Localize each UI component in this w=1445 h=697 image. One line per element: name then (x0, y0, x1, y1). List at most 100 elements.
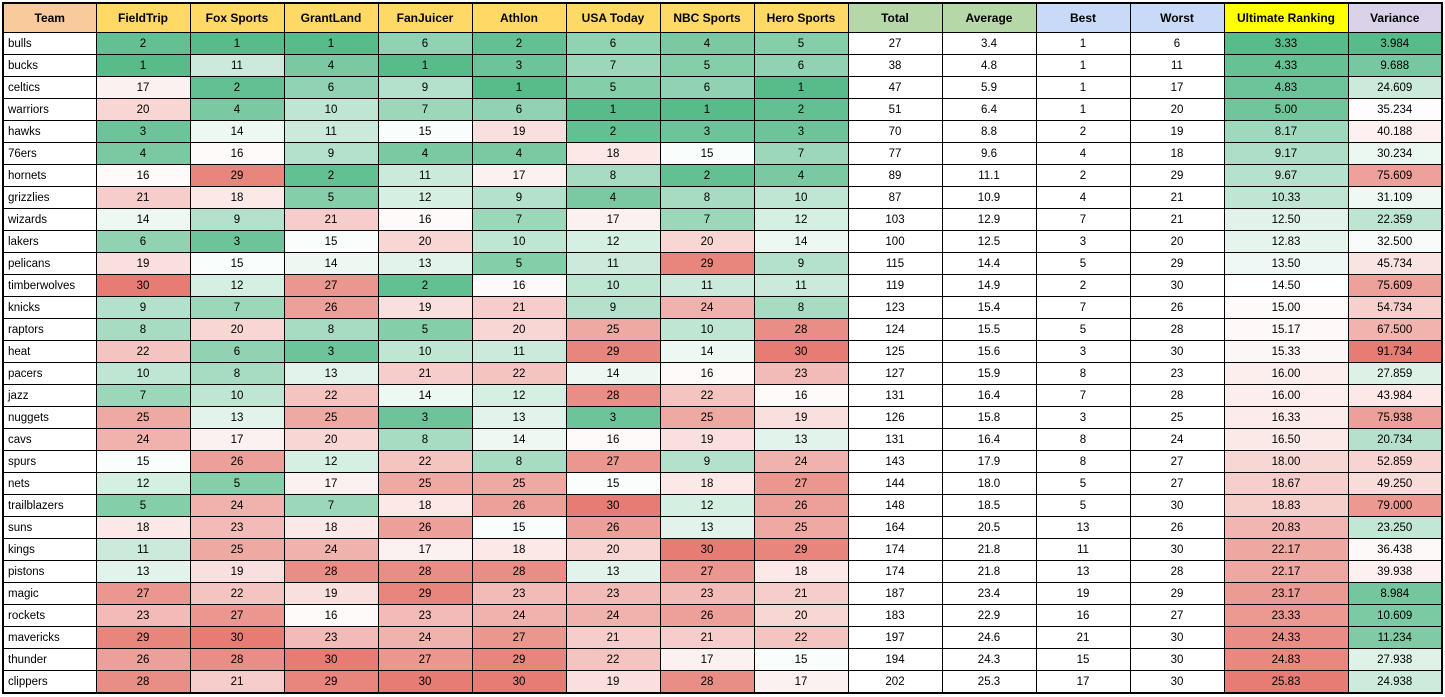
cell-average[interactable]: 4.8 (941, 54, 1037, 77)
cell-usa_today[interactable]: 4 (565, 186, 661, 209)
cell-ultimate_ranking[interactable]: 20.83 (1223, 516, 1349, 539)
cell-fanjuicer[interactable]: 7 (377, 98, 473, 121)
cell-variance[interactable]: 75.609 (1347, 274, 1443, 297)
cell-athlon[interactable]: 22 (471, 362, 567, 385)
cell-ultimate_ranking[interactable]: 15.17 (1223, 318, 1349, 341)
cell-athlon[interactable]: 14 (471, 428, 567, 451)
cell-total[interactable]: 127 (847, 362, 943, 385)
cell-fox_sports[interactable]: 2 (189, 76, 285, 99)
cell-ultimate_ranking[interactable]: 15.00 (1223, 296, 1349, 319)
cell-fieldtrip[interactable]: 17 (95, 76, 191, 99)
cell-fanjuicer[interactable]: 28 (377, 560, 473, 583)
cell-hero_sports[interactable]: 2 (753, 98, 849, 121)
cell-total[interactable]: 123 (847, 296, 943, 319)
cell-nbc_sports[interactable]: 16 (659, 362, 755, 385)
cell-nbc_sports[interactable]: 25 (659, 406, 755, 429)
cell-variance[interactable]: 52.859 (1347, 450, 1443, 473)
cell-average[interactable]: 25.3 (941, 670, 1037, 694)
cell-athlon[interactable]: 15 (471, 516, 567, 539)
column-header-worst[interactable]: Worst (1129, 2, 1225, 33)
cell-total[interactable]: 194 (847, 648, 943, 671)
cell-best[interactable]: 16 (1035, 604, 1131, 627)
cell-ultimate_ranking[interactable]: 14.50 (1223, 274, 1349, 297)
cell-fox_sports[interactable]: 9 (189, 208, 285, 231)
cell-hero_sports[interactable]: 5 (753, 32, 849, 55)
cell-ultimate_ranking[interactable]: 15.33 (1223, 340, 1349, 363)
cell-fox_sports[interactable]: 8 (189, 362, 285, 385)
cell-fox_sports[interactable]: 29 (189, 164, 285, 187)
cell-variance[interactable]: 36.438 (1347, 538, 1443, 561)
cell-nbc_sports[interactable]: 10 (659, 318, 755, 341)
cell-grantland[interactable]: 28 (283, 560, 379, 583)
cell-worst[interactable]: 27 (1129, 472, 1225, 495)
cell-average[interactable]: 8.8 (941, 120, 1037, 143)
cell-grantland[interactable]: 14 (283, 252, 379, 275)
team-cell[interactable]: nets (2, 472, 97, 495)
team-cell[interactable]: timberwolves (2, 274, 97, 297)
cell-athlon[interactable]: 16 (471, 274, 567, 297)
cell-fox_sports[interactable]: 14 (189, 120, 285, 143)
cell-fanjuicer[interactable]: 10 (377, 340, 473, 363)
cell-average[interactable]: 15.4 (941, 296, 1037, 319)
cell-best[interactable]: 1 (1035, 54, 1131, 77)
cell-fanjuicer[interactable]: 24 (377, 626, 473, 649)
cell-grantland[interactable]: 12 (283, 450, 379, 473)
cell-fanjuicer[interactable]: 8 (377, 428, 473, 451)
cell-ultimate_ranking[interactable]: 23.17 (1223, 582, 1349, 605)
cell-athlon[interactable]: 27 (471, 626, 567, 649)
cell-usa_today[interactable]: 1 (565, 98, 661, 121)
cell-variance[interactable]: 27.938 (1347, 648, 1443, 671)
cell-ultimate_ranking[interactable]: 5.00 (1223, 98, 1349, 121)
cell-variance[interactable]: 79.000 (1347, 494, 1443, 517)
cell-grantland[interactable]: 25 (283, 406, 379, 429)
cell-best[interactable]: 17 (1035, 670, 1131, 694)
cell-worst[interactable]: 26 (1129, 516, 1225, 539)
cell-fanjuicer[interactable]: 4 (377, 142, 473, 165)
cell-athlon[interactable]: 29 (471, 648, 567, 671)
cell-fox_sports[interactable]: 3 (189, 230, 285, 253)
cell-fieldtrip[interactable]: 28 (95, 670, 191, 694)
column-header-fieldtrip[interactable]: FieldTrip (95, 2, 191, 33)
column-header-nbc_sports[interactable]: NBC Sports (659, 2, 755, 33)
cell-hero_sports[interactable]: 29 (753, 538, 849, 561)
cell-usa_today[interactable]: 30 (565, 494, 661, 517)
cell-nbc_sports[interactable]: 14 (659, 340, 755, 363)
cell-ultimate_ranking[interactable]: 12.83 (1223, 230, 1349, 253)
cell-athlon[interactable]: 12 (471, 384, 567, 407)
cell-total[interactable]: 115 (847, 252, 943, 275)
team-cell[interactable]: grizzlies (2, 186, 97, 209)
cell-fanjuicer[interactable]: 17 (377, 538, 473, 561)
cell-ultimate_ranking[interactable]: 16.33 (1223, 406, 1349, 429)
cell-ultimate_ranking[interactable]: 3.33 (1223, 32, 1349, 55)
cell-hero_sports[interactable]: 13 (753, 428, 849, 451)
cell-worst[interactable]: 29 (1129, 164, 1225, 187)
cell-hero_sports[interactable]: 16 (753, 384, 849, 407)
cell-best[interactable]: 8 (1035, 428, 1131, 451)
cell-total[interactable]: 125 (847, 340, 943, 363)
team-cell[interactable]: clippers (2, 670, 97, 694)
cell-grantland[interactable]: 19 (283, 582, 379, 605)
cell-best[interactable]: 19 (1035, 582, 1131, 605)
cell-average[interactable]: 24.6 (941, 626, 1037, 649)
cell-usa_today[interactable]: 29 (565, 340, 661, 363)
cell-total[interactable]: 103 (847, 208, 943, 231)
cell-hero_sports[interactable]: 27 (753, 472, 849, 495)
cell-nbc_sports[interactable]: 20 (659, 230, 755, 253)
cell-ultimate_ranking[interactable]: 9.67 (1223, 164, 1349, 187)
cell-worst[interactable]: 17 (1129, 76, 1225, 99)
cell-fieldtrip[interactable]: 25 (95, 406, 191, 429)
cell-usa_today[interactable]: 24 (565, 604, 661, 627)
cell-worst[interactable]: 21 (1129, 208, 1225, 231)
cell-hero_sports[interactable]: 22 (753, 626, 849, 649)
cell-variance[interactable]: 23.250 (1347, 516, 1443, 539)
cell-nbc_sports[interactable]: 29 (659, 252, 755, 275)
cell-ultimate_ranking[interactable]: 16.50 (1223, 428, 1349, 451)
cell-fieldtrip[interactable]: 1 (95, 54, 191, 77)
cell-fox_sports[interactable]: 21 (189, 670, 285, 694)
cell-fieldtrip[interactable]: 24 (95, 428, 191, 451)
cell-average[interactable]: 18.0 (941, 472, 1037, 495)
column-header-hero_sports[interactable]: Hero Sports (753, 2, 849, 33)
cell-average[interactable]: 21.8 (941, 538, 1037, 561)
cell-athlon[interactable]: 17 (471, 164, 567, 187)
cell-variance[interactable]: 75.609 (1347, 164, 1443, 187)
